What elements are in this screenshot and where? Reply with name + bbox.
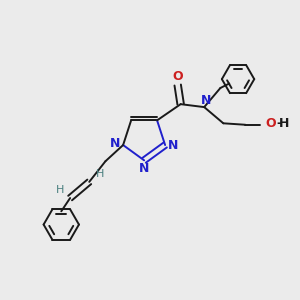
Text: N: N bbox=[110, 137, 120, 150]
Text: H: H bbox=[279, 117, 290, 130]
Text: H: H bbox=[56, 185, 64, 195]
Text: O: O bbox=[172, 70, 183, 83]
Text: N: N bbox=[139, 162, 149, 175]
Text: N: N bbox=[168, 139, 178, 152]
Text: H: H bbox=[96, 169, 105, 178]
Text: -: - bbox=[277, 117, 282, 130]
Text: N: N bbox=[200, 94, 211, 107]
Text: O: O bbox=[265, 117, 276, 130]
